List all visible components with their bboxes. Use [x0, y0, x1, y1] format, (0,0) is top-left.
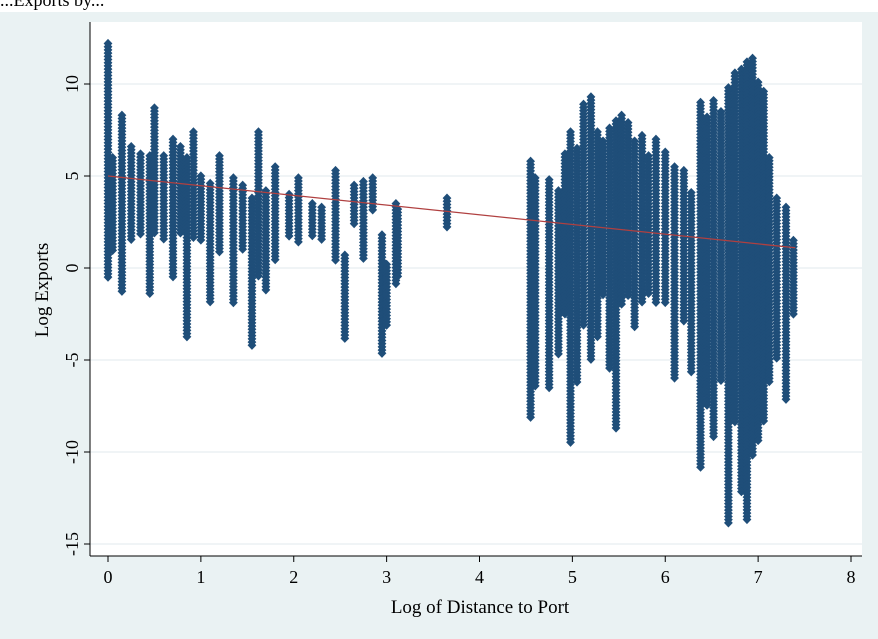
x-tick-label: 2	[289, 567, 298, 587]
y-tick-label: -10	[62, 440, 82, 464]
data-point	[716, 375, 726, 385]
data-point	[182, 332, 192, 342]
data-point	[108, 245, 118, 255]
y-tick-label: -15	[62, 532, 82, 556]
data-point	[554, 349, 563, 359]
y-tick-label: 10	[62, 75, 82, 93]
caption-fragment: ...Exports by...	[0, 0, 878, 12]
data-point	[340, 333, 350, 343]
data-point	[317, 234, 327, 244]
data-point	[377, 348, 387, 358]
data-point	[660, 297, 670, 308]
data-point	[196, 235, 206, 245]
data-point	[686, 367, 696, 377]
data-point	[696, 462, 705, 472]
x-tick-label: 8	[847, 567, 856, 587]
axes: 0 1 2 3 4 5 6 7 8 -15 -10 -5 0 5 10	[62, 22, 862, 587]
data-point	[150, 228, 159, 238]
data-point	[442, 222, 452, 232]
data-point	[789, 309, 798, 319]
x-tick-label: 4	[475, 567, 484, 587]
data-point	[393, 271, 403, 281]
data-point	[611, 423, 621, 433]
data-point	[117, 286, 127, 296]
y-axis-label: Log Exports	[32, 243, 53, 337]
data-point	[566, 437, 575, 447]
data-point	[205, 297, 215, 307]
data-point	[748, 450, 757, 460]
y-tick-label: -5	[62, 353, 82, 368]
data-point	[270, 255, 280, 265]
data-point	[702, 400, 712, 410]
data-point	[679, 316, 689, 326]
data-point	[781, 394, 791, 404]
data-point	[228, 298, 238, 308]
data-point	[168, 272, 178, 282]
x-tick-label: 5	[568, 567, 577, 587]
y-tick-label: 5	[62, 172, 82, 181]
data-point	[136, 229, 145, 239]
data-point	[145, 288, 155, 298]
data-point	[526, 412, 535, 422]
x-tick-label: 7	[754, 567, 763, 587]
data-point	[238, 244, 248, 254]
data-point	[617, 299, 626, 309]
data-point	[391, 279, 401, 289]
data-point	[586, 354, 596, 364]
data-point	[753, 435, 763, 446]
x-tick-label: 0	[104, 567, 113, 587]
data-point	[359, 253, 368, 263]
data-point	[759, 416, 769, 426]
data-point	[254, 271, 263, 281]
x-tick-label: 3	[382, 567, 391, 587]
y-tick-label: 0	[62, 264, 82, 273]
data-point	[159, 234, 169, 244]
data-point	[730, 417, 740, 427]
data-point	[284, 231, 294, 241]
data-point	[572, 377, 582, 387]
x-axis-label: Log of Distance to Port	[391, 597, 570, 618]
data-point	[215, 247, 224, 257]
data-point	[189, 232, 198, 243]
data-point	[709, 431, 718, 442]
data-point	[742, 514, 752, 525]
data-point	[644, 288, 653, 298]
data-point	[764, 377, 774, 387]
data-point	[261, 285, 271, 295]
data-point	[349, 219, 359, 229]
data-point	[293, 237, 303, 247]
data-point	[579, 320, 588, 330]
data-point	[630, 322, 640, 332]
data-point	[544, 383, 554, 393]
data-point	[637, 297, 647, 307]
data-point	[382, 320, 392, 330]
data-point	[598, 290, 608, 300]
data-point	[307, 231, 317, 241]
data-point	[651, 297, 661, 307]
data-point	[368, 205, 378, 215]
data-point	[593, 332, 602, 342]
data-point	[670, 373, 679, 383]
x-tick-label: 6	[661, 567, 670, 587]
data-point	[176, 228, 185, 238]
data-point	[103, 272, 113, 282]
fit-line	[107, 175, 796, 249]
data-point	[772, 353, 782, 363]
data-point	[331, 255, 340, 265]
data-point	[530, 381, 540, 391]
data-points	[103, 38, 798, 528]
x-tick-label: 1	[196, 567, 205, 587]
data-point	[724, 518, 733, 528]
data-point	[247, 340, 257, 350]
data-point	[126, 234, 136, 244]
